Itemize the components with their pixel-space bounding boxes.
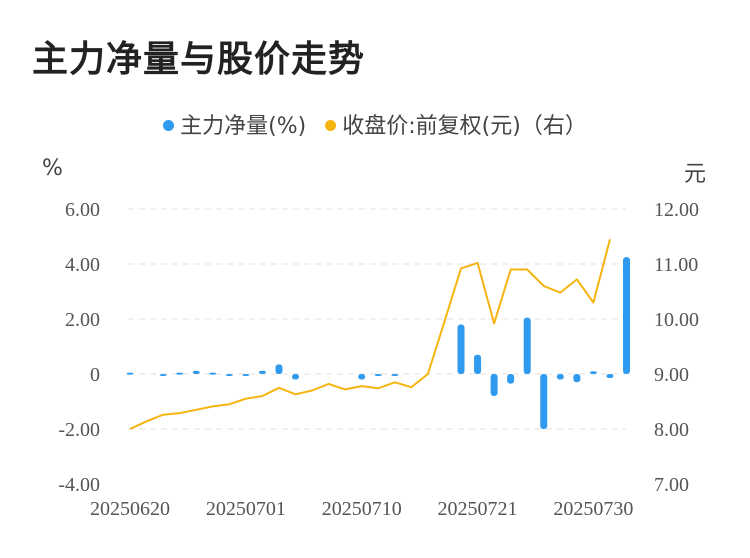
right-tick-label: 12.00	[654, 199, 699, 221]
net-flow-bar	[242, 374, 250, 376]
legend: 主力净量(%) 收盘价:前复权(元)（右）	[0, 108, 750, 140]
net-flow-bar	[556, 374, 564, 380]
net-flow-bar	[209, 372, 217, 375]
right-axis-unit: 元	[684, 162, 707, 187]
net-flow-bar	[457, 324, 465, 374]
right-tick-label: 7.00	[654, 474, 689, 496]
net-flow-bar	[523, 317, 531, 374]
legend-label: 收盘价:前复权(元)（右）	[342, 114, 587, 139]
left-tick-label: -4.00	[58, 474, 100, 496]
net-flow-bar	[474, 354, 482, 374]
close-price-line	[129, 239, 611, 430]
right-tick-label: 8.00	[654, 419, 689, 441]
net-flow-bar	[358, 374, 366, 380]
left-tick-label: 6.00	[65, 199, 100, 221]
legend-dot-icon	[163, 119, 175, 131]
net-flow-bar	[507, 374, 515, 384]
x-tick-label: 20250620	[90, 498, 170, 520]
legend-item-net-flow[interactable]: 主力净量(%)	[163, 108, 306, 140]
net-flow-bar	[192, 370, 200, 374]
x-tick-label: 20250701	[206, 498, 286, 520]
left-tick-label: 2.00	[65, 309, 100, 331]
x-tick-label: 20250730	[553, 498, 633, 520]
net-flow-bar	[391, 374, 399, 376]
right-tick-label: 9.00	[654, 364, 689, 386]
net-flow-bar	[176, 372, 184, 375]
chart-title: 主力净量与股价走势	[32, 39, 366, 80]
net-flow-bar	[606, 374, 614, 379]
net-flow-bar	[292, 374, 299, 380]
legend-item-close-price[interactable]: 收盘价:前复权(元)（右）	[325, 108, 587, 140]
net-flow-bar	[275, 364, 283, 374]
net-flow-bar	[374, 374, 382, 376]
legend-dot-icon	[325, 119, 337, 131]
x-tick-label: 20250721	[438, 498, 518, 520]
net-flow-bar	[126, 372, 134, 375]
x-tick-label: 20250710	[322, 498, 402, 520]
net-flow-bar	[540, 374, 548, 429]
right-tick-label: 11.00	[654, 254, 698, 276]
net-flow-bar	[623, 257, 630, 374]
left-axis-unit: %	[42, 156, 63, 181]
left-tick-label: 0	[90, 364, 100, 386]
legend-label: 主力净量(%)	[180, 114, 307, 139]
left-tick-label: 4.00	[65, 254, 100, 276]
right-tick-label: 10.00	[654, 309, 699, 331]
left-tick-label: -2.00	[58, 419, 100, 441]
net-flow-bar	[159, 374, 167, 376]
net-flow-bar	[225, 374, 233, 376]
net-flow-bar	[490, 374, 498, 396]
net-flow-bar	[573, 374, 581, 383]
net-flow-bar	[589, 371, 597, 374]
net-flow-bar	[258, 370, 266, 374]
